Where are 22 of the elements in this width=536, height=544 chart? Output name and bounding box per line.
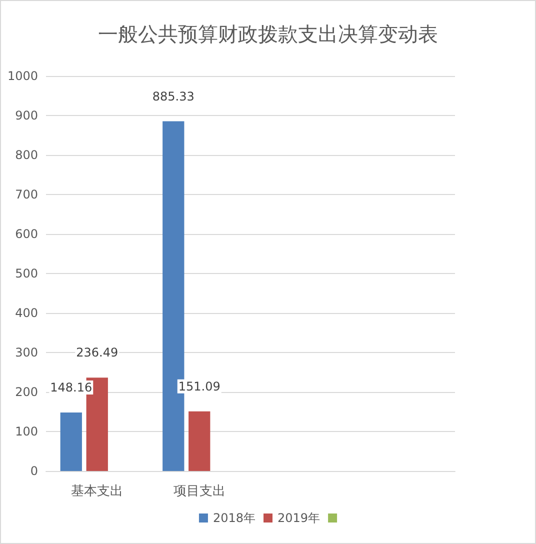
y-tick-label: 900	[15, 108, 38, 122]
y-tick-label: 1000	[7, 69, 38, 83]
y-tick-label: 100	[15, 424, 38, 438]
data-label: 148.16	[50, 380, 92, 394]
y-tick-label: 500	[15, 266, 38, 280]
legend-label: 2018年	[212, 511, 256, 525]
legend-label: 2019年	[278, 511, 320, 525]
x-tick-label: 基本支出	[71, 484, 124, 499]
chart-title: 一般公共预算财政拨款支出决算变动表	[98, 22, 438, 46]
bar	[188, 411, 210, 471]
y-tick-label: 300	[15, 346, 38, 360]
y-tick-label: 600	[15, 227, 38, 241]
y-tick-label: 200	[15, 385, 38, 399]
y-tick-label: 0	[30, 464, 38, 478]
data-label: 885.33	[152, 89, 194, 104]
x-tick-label: 项目支出	[173, 484, 226, 499]
y-tick-label: 800	[15, 148, 38, 162]
y-tick-label: 700	[15, 188, 38, 202]
data-label: 236.49	[76, 346, 118, 360]
y-tick-label: 400	[15, 306, 38, 320]
data-label: 151.09	[178, 379, 220, 394]
bar	[60, 412, 82, 471]
